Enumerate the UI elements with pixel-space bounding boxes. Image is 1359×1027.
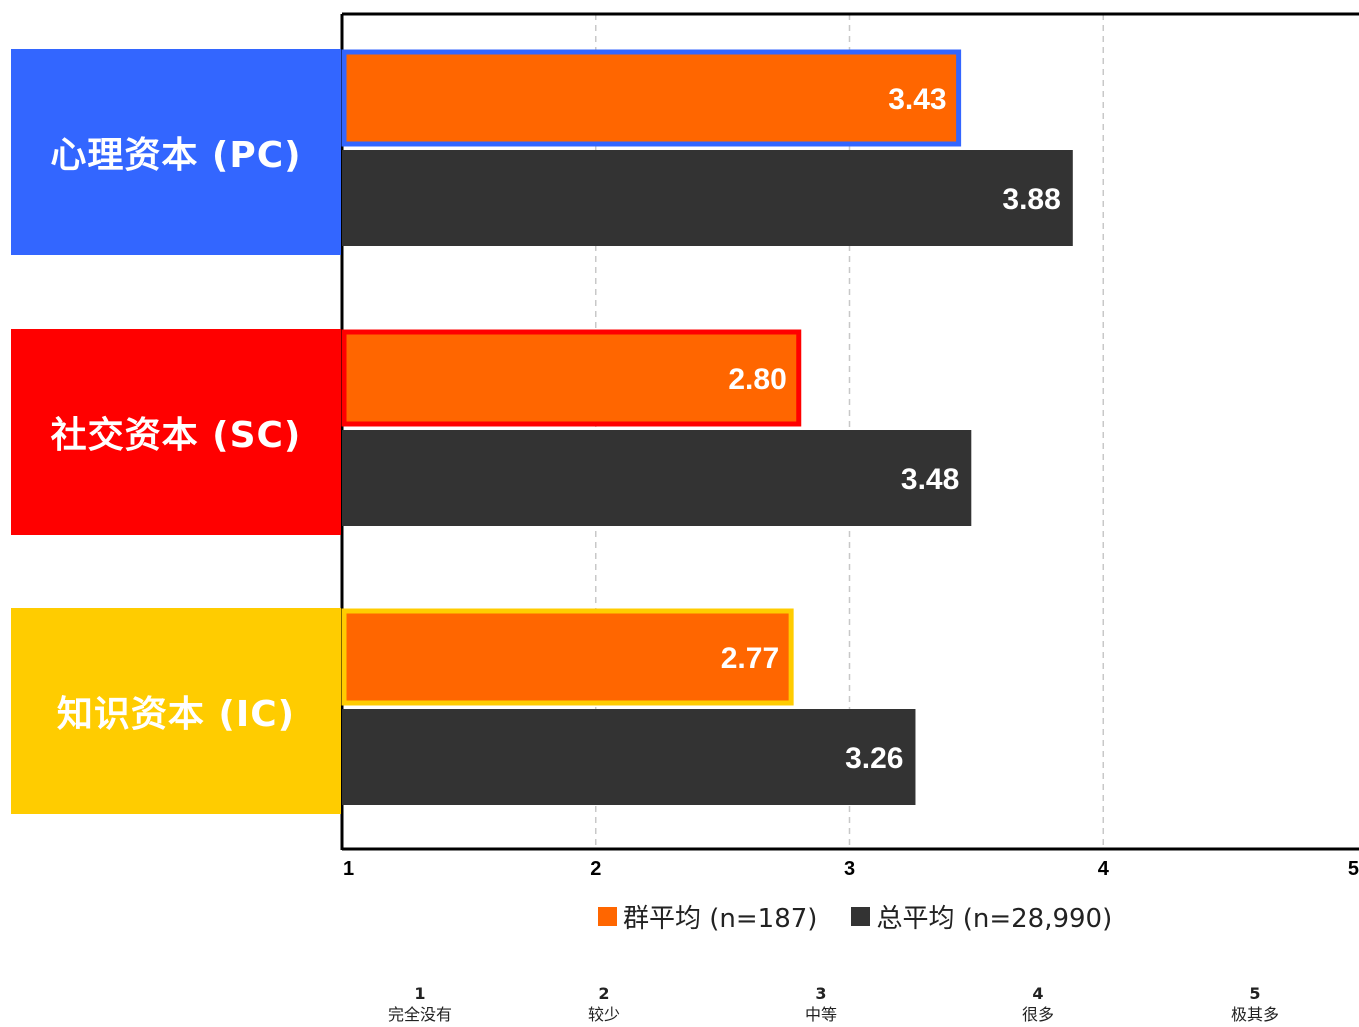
- scale-key-text: 较少: [587, 1005, 620, 1024]
- x-tick-label: 1: [343, 858, 354, 880]
- scale-key-1: 1 完全没有: [360, 984, 480, 1026]
- bar-value-label: 3.43: [888, 83, 946, 116]
- scale-key-text: 极其多: [1230, 1005, 1279, 1024]
- category-label-sc: 社交资本 (SC): [11, 329, 341, 535]
- x-tick-label: 5: [1348, 858, 1359, 880]
- scale-key-3: 3 中等: [761, 984, 881, 1026]
- legend-swatch-group: [598, 906, 617, 926]
- bar-value-label: 3.26: [845, 742, 903, 775]
- scale-key-text: 很多: [1021, 1005, 1054, 1024]
- scale-key-number: 3: [815, 984, 827, 1003]
- legend-item-total: 总平均 (n=28,990): [851, 898, 1112, 935]
- bar-value-label: 3.48: [901, 463, 959, 496]
- bar-group-average: [341, 49, 962, 147]
- bar-value-label: 2.80: [728, 363, 786, 396]
- scale-key-5: 5 极其多: [1195, 984, 1315, 1026]
- x-tick-label: 4: [1098, 858, 1110, 880]
- legend-item-group: 群平均 (n=187): [598, 898, 817, 935]
- scale-key-number: 5: [1249, 984, 1261, 1003]
- scale-key-number: 2: [598, 984, 610, 1003]
- scale-key-text: 中等: [804, 1005, 837, 1024]
- category-label-ic: 知识资本 (IC): [11, 608, 341, 814]
- scale-key-number: 4: [1032, 984, 1044, 1003]
- bar-value-label: 2.77: [721, 642, 779, 675]
- scale-key-text: 完全没有: [387, 1005, 452, 1024]
- legend-label-total: 总平均 (n=28,990): [876, 903, 1113, 934]
- bar-group-average: [341, 608, 794, 706]
- legend-swatch-total: [851, 906, 871, 926]
- bar-total-average: [342, 430, 972, 526]
- chart-legend: 群平均 (n=187) 总平均 (n=28,990): [598, 898, 1146, 934]
- bar-group-average: [341, 329, 802, 427]
- legend-label-group: 群平均 (n=187): [623, 903, 818, 934]
- x-tick-label: 2: [590, 858, 601, 880]
- category-label-pc: 心理资本 (PC): [11, 49, 341, 255]
- bar-total-average: [342, 709, 916, 805]
- scale-key-2: 2 较少: [544, 984, 664, 1026]
- x-tick-label: 3: [844, 858, 855, 880]
- scale-key-4: 4 很多: [978, 984, 1098, 1026]
- bar-total-average: [342, 150, 1073, 246]
- scale-key-number: 1: [414, 984, 426, 1003]
- bar-value-label: 3.88: [1002, 183, 1060, 216]
